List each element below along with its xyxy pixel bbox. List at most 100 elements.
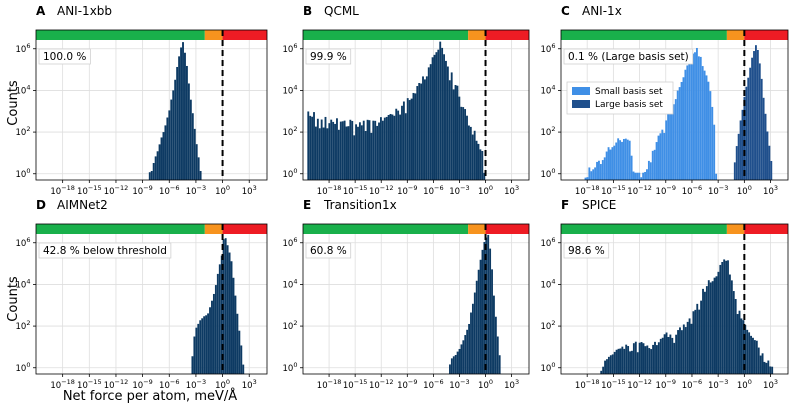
histogram-bar bbox=[185, 65, 188, 180]
histogram-bar bbox=[452, 89, 455, 180]
histogram-bar bbox=[717, 271, 720, 374]
histogram-bar bbox=[770, 160, 773, 180]
x-tick-label: 100 bbox=[215, 378, 230, 391]
histogram-bar bbox=[695, 47, 698, 181]
bars bbox=[148, 42, 202, 180]
histogram-bar bbox=[603, 157, 606, 180]
histogram-bar bbox=[491, 269, 493, 374]
histogram-bar bbox=[743, 96, 746, 180]
histogram-bar bbox=[732, 291, 735, 374]
histogram-bar bbox=[676, 90, 679, 180]
y-tick-label: 104 bbox=[283, 83, 298, 96]
histogram-bar bbox=[182, 42, 184, 180]
histogram-bar bbox=[230, 261, 233, 374]
histogram-bar bbox=[707, 81, 710, 180]
histogram-bar bbox=[615, 142, 618, 180]
y-tick-label: 102 bbox=[283, 319, 298, 332]
histogram-bar bbox=[191, 113, 194, 180]
histogram-bar bbox=[449, 364, 451, 374]
x-tick-label: 100 bbox=[737, 378, 752, 391]
histogram-bar bbox=[214, 285, 217, 374]
histogram-bar bbox=[477, 269, 480, 374]
histogram-bar bbox=[622, 138, 625, 180]
histogram-bar bbox=[366, 119, 369, 180]
histogram-bar bbox=[680, 81, 683, 180]
histogram-bar bbox=[694, 52, 696, 181]
band-green bbox=[561, 30, 727, 40]
histogram-bar bbox=[674, 99, 677, 180]
histogram-bar bbox=[224, 238, 227, 374]
y-tick-label: 100 bbox=[541, 167, 556, 180]
x-tick-label: 10−6 bbox=[159, 378, 179, 391]
x-tick-label: 10−9 bbox=[132, 184, 152, 197]
histogram-bar bbox=[607, 147, 610, 180]
y-tick-label: 106 bbox=[283, 42, 298, 55]
histogram-bar bbox=[156, 151, 159, 180]
histogram-bar bbox=[604, 360, 606, 374]
annotation-box bbox=[305, 242, 352, 259]
ticks: 10−18 10−15 10−12 10−9 10−6 10−3 100 1031001021… bbox=[16, 42, 257, 197]
histogram-bar bbox=[353, 135, 356, 180]
histogram-bar bbox=[427, 67, 430, 180]
axes-frame bbox=[302, 29, 530, 181]
histogram-bar bbox=[471, 134, 474, 180]
histogram-bar bbox=[680, 330, 683, 374]
threshold-bands bbox=[36, 224, 267, 234]
histogram-bar bbox=[675, 334, 678, 374]
histogram-bar bbox=[756, 50, 759, 180]
annotation-box bbox=[38, 48, 91, 65]
histogram-bar bbox=[673, 342, 676, 374]
histogram-bar bbox=[174, 79, 177, 180]
histogram-bar bbox=[199, 170, 202, 180]
histogram-bar bbox=[694, 309, 697, 374]
histogram-bar bbox=[617, 138, 620, 180]
histogram-bar bbox=[592, 169, 595, 180]
histogram-bar bbox=[626, 139, 629, 180]
histogram-bar bbox=[216, 273, 219, 374]
x-tick-label: 10−6 bbox=[682, 184, 702, 197]
ticks: 10−18 10−15 10−12 10−9 10−6 10−3 100 1031001021… bbox=[541, 236, 779, 391]
histogram-bar bbox=[187, 83, 190, 180]
histogram-bar bbox=[154, 156, 157, 180]
panel-title: ANI-1x bbox=[582, 4, 622, 18]
annotation: 98.6 % bbox=[563, 242, 610, 259]
histogram-bar bbox=[665, 332, 668, 374]
histogram-bar bbox=[711, 281, 714, 374]
x-tick-label: 10−3 bbox=[708, 184, 728, 197]
x-tick-label: 10−18 bbox=[50, 184, 75, 197]
band-orange bbox=[726, 30, 745, 40]
histogram-bar bbox=[437, 49, 440, 180]
histogram-bar bbox=[345, 126, 348, 180]
annotation: 0.1 % (Large basis set) bbox=[563, 48, 694, 65]
histogram-bar bbox=[698, 309, 701, 374]
histogram-bar bbox=[380, 117, 382, 180]
histogram-bar bbox=[339, 121, 342, 180]
legend-swatch bbox=[572, 100, 590, 108]
histogram-bar bbox=[180, 47, 183, 180]
histogram-bar bbox=[646, 345, 649, 374]
histogram-bar bbox=[362, 120, 365, 180]
annotation-box bbox=[563, 242, 610, 259]
y-tick-label: 106 bbox=[541, 42, 556, 55]
histogram-bar bbox=[751, 57, 754, 180]
histogram-bar bbox=[166, 117, 169, 180]
y-tick-label: 104 bbox=[541, 277, 556, 290]
x-tick-label: 10−6 bbox=[423, 184, 443, 197]
annotation: 99.9 % bbox=[305, 48, 352, 65]
histogram-bar bbox=[642, 172, 645, 180]
histogram-bar bbox=[330, 119, 333, 180]
histogram-bar bbox=[727, 260, 729, 374]
histogram-bar bbox=[682, 77, 685, 180]
histogram-bar bbox=[765, 362, 768, 374]
histogram-bar bbox=[621, 346, 624, 374]
histogram-bar bbox=[650, 349, 653, 374]
histogram-bar bbox=[655, 345, 658, 374]
x-tick-label: 100 bbox=[737, 184, 752, 197]
histogram-bar bbox=[494, 316, 497, 374]
histogram-bar bbox=[624, 138, 627, 180]
histogram-bar bbox=[632, 343, 635, 374]
histogram-bar bbox=[611, 354, 614, 374]
histogram-bar bbox=[605, 151, 608, 180]
histogram-bar bbox=[471, 303, 474, 374]
histogram-bar bbox=[738, 310, 741, 374]
